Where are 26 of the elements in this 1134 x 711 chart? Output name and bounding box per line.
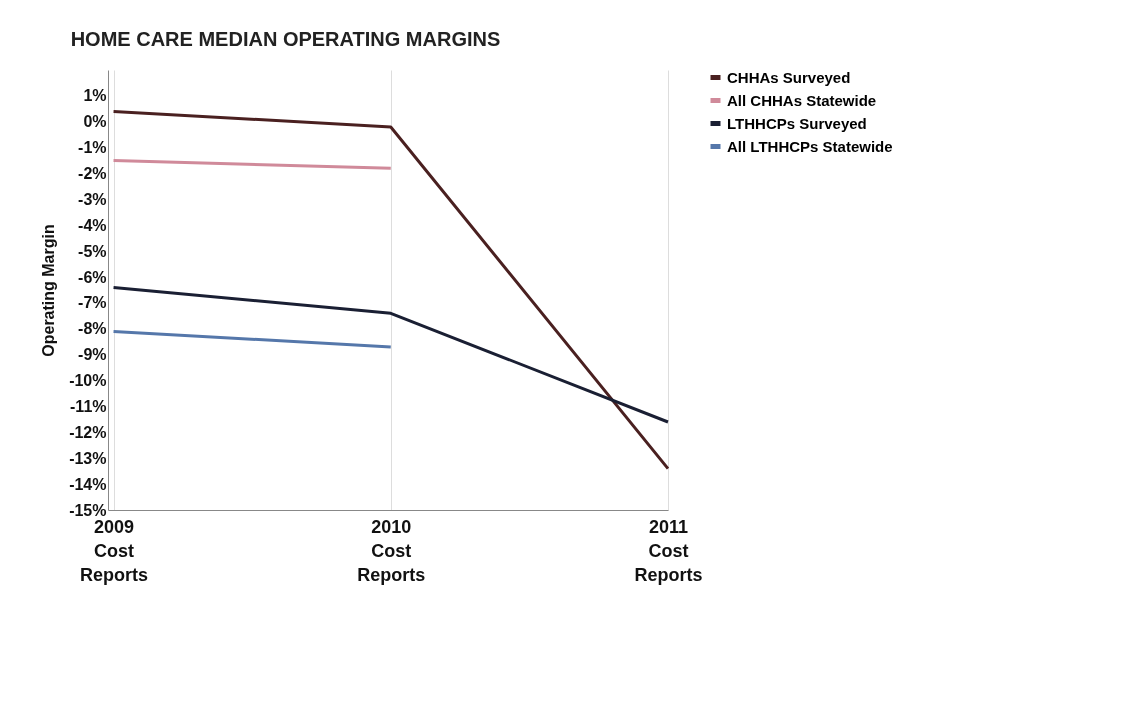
legend-label: LTHHCPs Surveyed — [727, 114, 867, 132]
y-axis-title: Operating Margin — [40, 224, 58, 357]
x-tick-label: 2009 Cost Reports — [80, 516, 149, 585]
y-tick-label: -4% — [78, 216, 107, 234]
y-tick-label: -5% — [78, 242, 107, 260]
legend-label: CHHAs Surveyed — [727, 68, 851, 86]
legend-label: All CHHAs Statewide — [727, 91, 877, 109]
chart-title: HOME CARE MEDIAN OPERATING MARGINS — [70, 28, 501, 50]
y-tick-label: -11% — [70, 397, 107, 415]
y-tick-label: -7% — [78, 294, 107, 312]
legend-label: All LTHHCPs Statewide — [727, 137, 893, 155]
y-tick-label: -10% — [69, 372, 107, 390]
y-tick-label: -6% — [78, 268, 107, 286]
y-tick-label: -1% — [78, 139, 107, 157]
y-tick-label: -8% — [78, 320, 107, 338]
y-tick-label: -9% — [78, 346, 107, 364]
y-tick-label: 0% — [83, 113, 107, 131]
y-tick-label: -3% — [78, 190, 107, 208]
x-tick-label: 2010 Cost Reports — [357, 516, 426, 585]
y-tick-label: -12% — [69, 423, 107, 441]
x-tick-label: 2011 Cost Reports — [634, 516, 703, 585]
y-tick-label: -2% — [78, 165, 107, 183]
y-tick-label: -15% — [69, 501, 107, 519]
y-tick-label: 1% — [83, 87, 107, 105]
y-tick-label: -14% — [69, 475, 107, 493]
y-tick-label: -13% — [69, 449, 107, 467]
